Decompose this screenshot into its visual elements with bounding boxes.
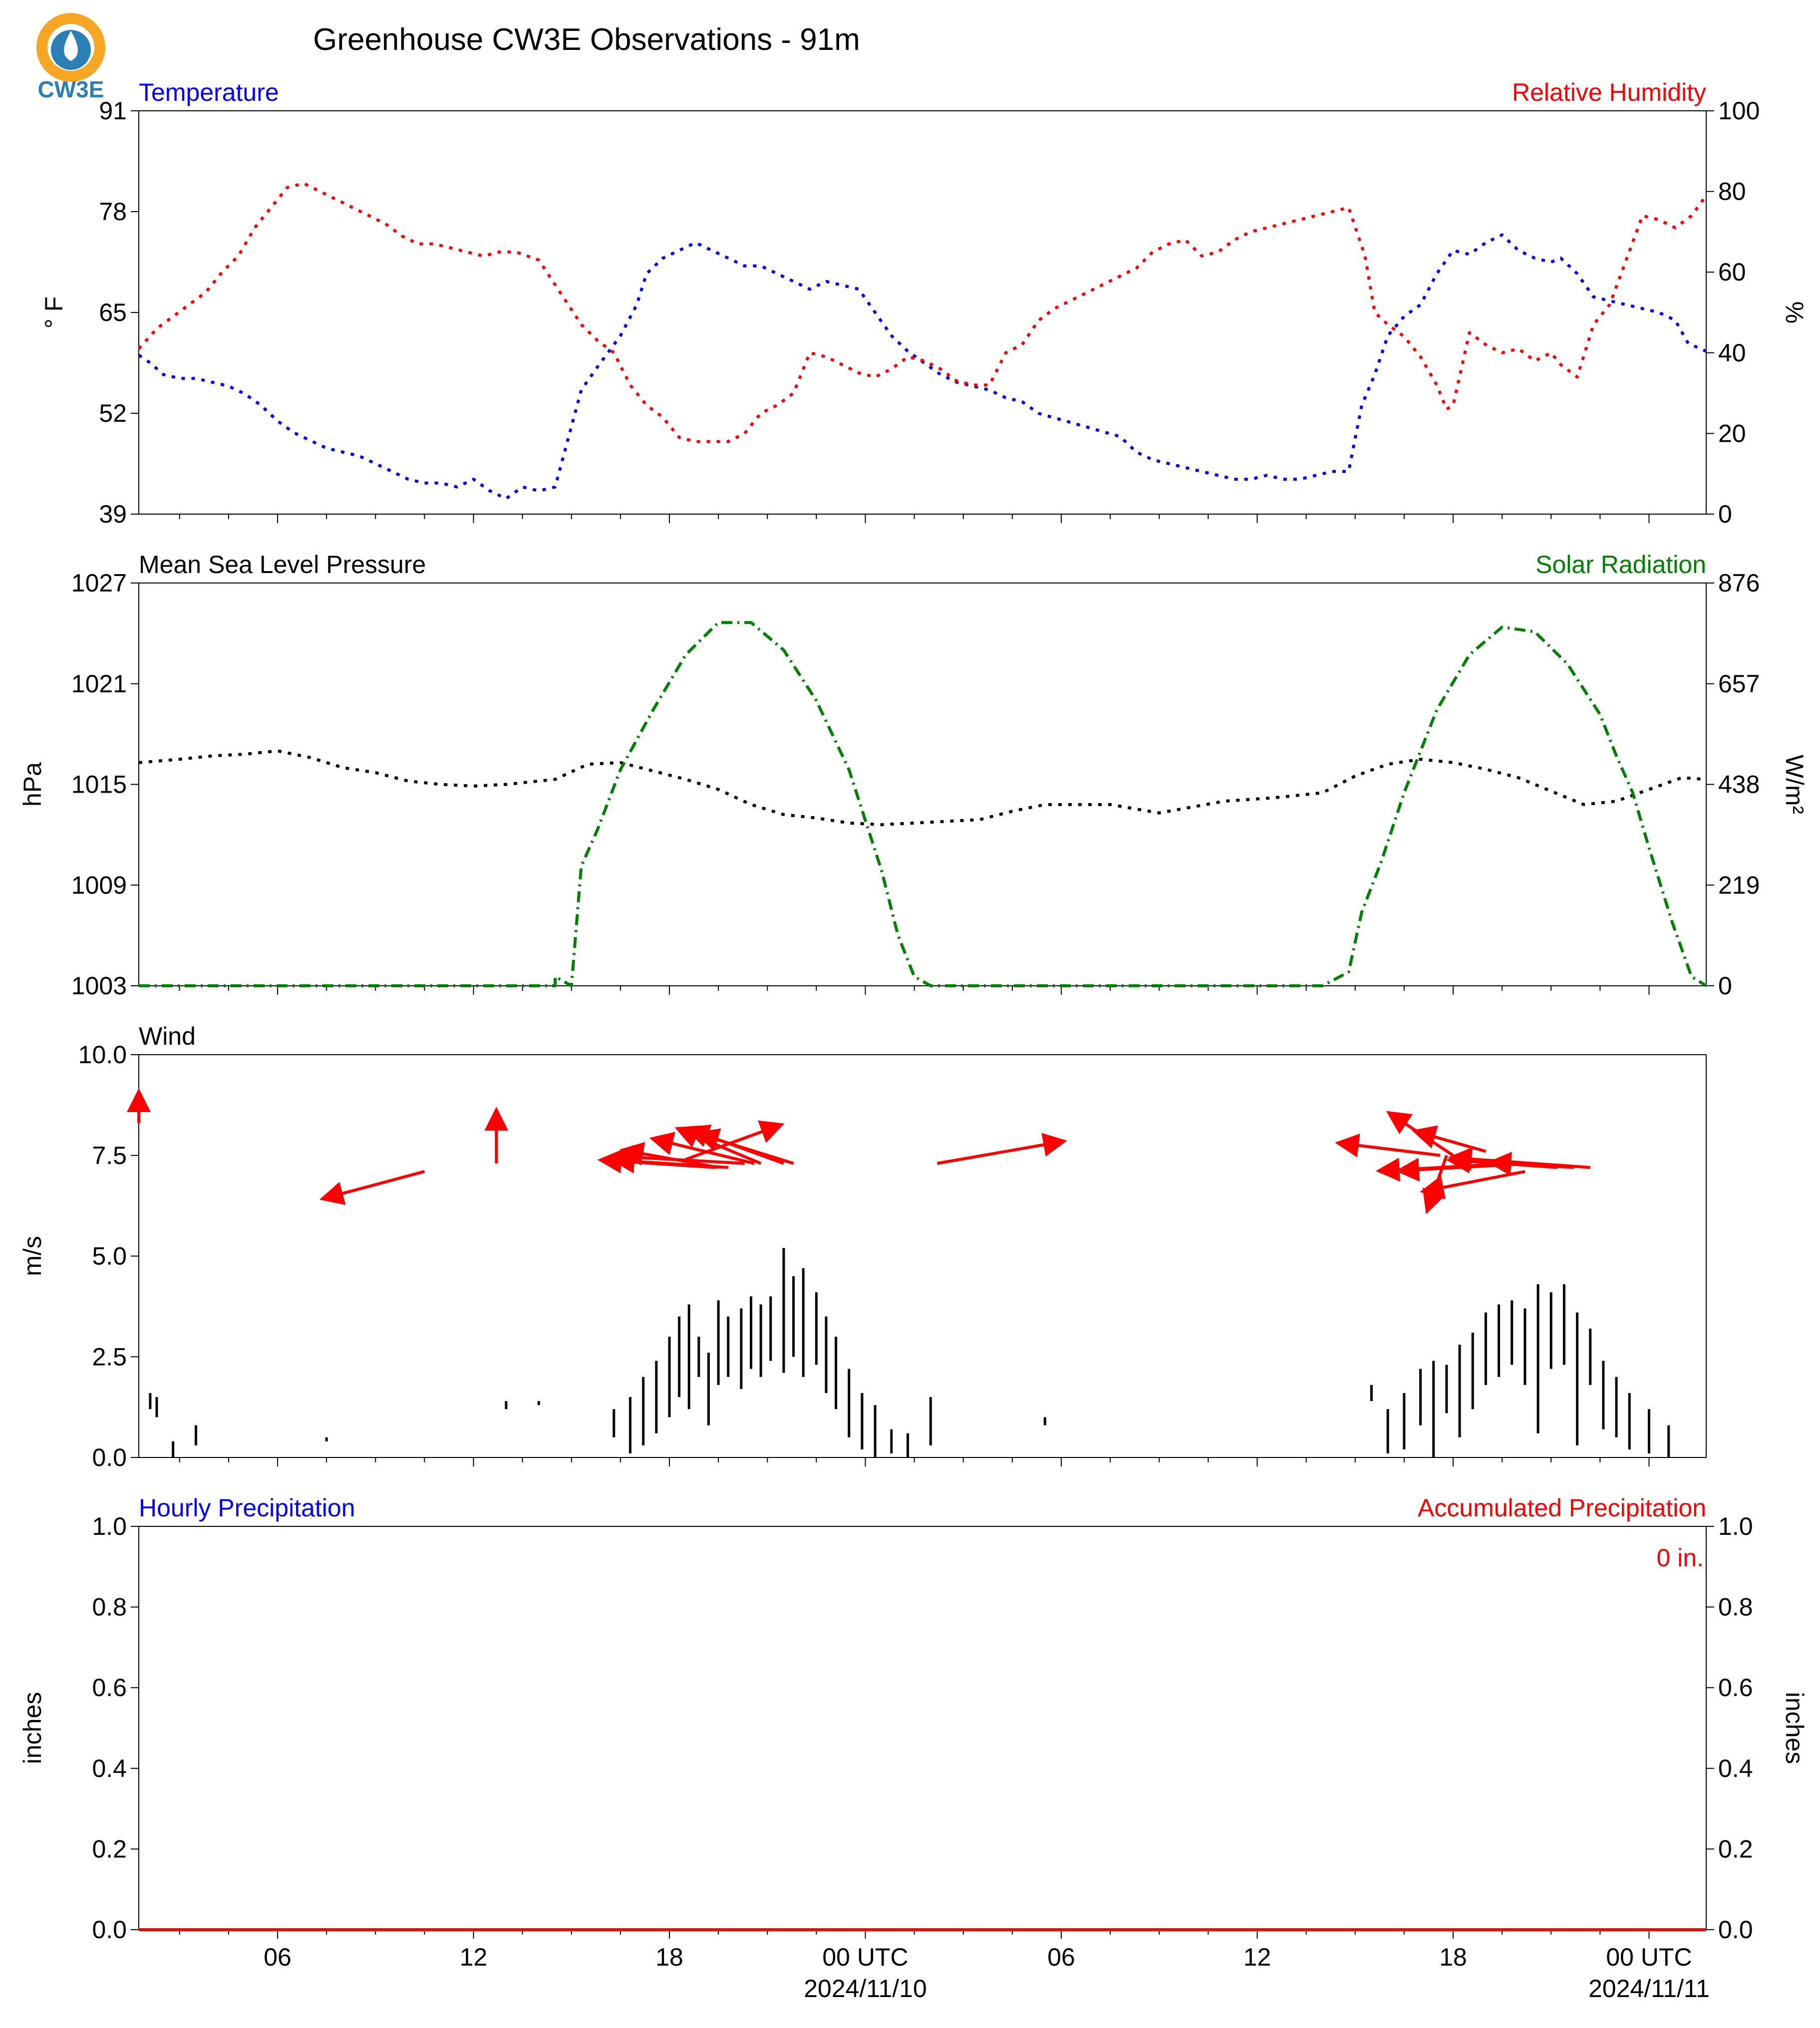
y-tick-label-right: 0 (1718, 500, 1732, 528)
y-axis-label-right: % (1781, 301, 1809, 323)
panel-1: Temperature Relative Humidity 39 52 65 78 91 ° … (40, 78, 1809, 528)
series-line (137, 182, 1708, 443)
series-line (138, 233, 1707, 500)
y-tick-label-right: 0.6 (1718, 1674, 1753, 1702)
y-tick-label-left: 2.5 (92, 1343, 127, 1371)
y-tick-label-left: 65 (99, 298, 127, 326)
y-tick-label-left: 0.6 (92, 1674, 127, 1702)
y-tick-label-right: 0.8 (1718, 1593, 1753, 1621)
y-axis-label-left: inches (18, 1692, 46, 1764)
y-tick-label-left: 1027 (71, 569, 127, 597)
y-tick-label-left: 1015 (71, 771, 127, 799)
panel-2: Mean Sea Level Pressure Solar Radiation 10… (18, 551, 1809, 1000)
x-date-label: 2024/11/10 (804, 1975, 927, 2003)
panel-left-title: Wind (139, 1022, 196, 1050)
wind-direction-arrow (936, 1133, 1067, 1165)
wind-direction-arrow (1412, 1125, 1487, 1153)
wind-direction-arrow (685, 1120, 785, 1161)
y-tick-label-left: 1021 (71, 670, 127, 698)
y-tick-label-right: 0.0 (1718, 1916, 1753, 1944)
y-tick-label-left: 0.8 (92, 1593, 127, 1621)
y-axis-label-left: m/s (18, 1236, 46, 1276)
logo-ring (36, 13, 105, 82)
wind-direction-arrow (649, 1132, 755, 1165)
y-tick-label-right: 0 (1718, 972, 1732, 1000)
panel-right-title: Accumulated Precipitation (1418, 1494, 1706, 1522)
y-tick-label-left: 91 (99, 97, 127, 125)
x-tick-label: 18 (1439, 1943, 1467, 1971)
y-tick-label-left: 39 (99, 500, 127, 528)
wind-direction-arrow (619, 1142, 719, 1169)
y-tick-label-left: 0.0 (92, 1444, 127, 1471)
y-tick-label-left: 78 (99, 198, 127, 226)
y-tick-label-left: 0.2 (92, 1835, 127, 1863)
y-axis-label-right: W/m² (1781, 755, 1809, 814)
series-line (139, 621, 1707, 987)
y-tick-label-right: 1.0 (1718, 1512, 1753, 1540)
y-tick-label-left: 0.4 (92, 1754, 127, 1782)
water-drop-icon (64, 31, 78, 61)
y-tick-label-right: 20 (1718, 419, 1746, 447)
x-tick-label: 12 (460, 1943, 488, 1971)
wind-direction-arrow (1487, 1152, 1574, 1176)
panel-4: Hourly Precipitation Accumulated Precipit… (18, 1494, 1809, 2003)
wind-direction-arrow (1386, 1111, 1454, 1157)
y-tick-label-left: 52 (99, 399, 127, 427)
y-tick-label-left: 1003 (71, 972, 127, 1000)
y-tick-label-right: 0.2 (1718, 1835, 1753, 1863)
y-tick-label-left: 7.5 (92, 1142, 127, 1169)
y-axis-label-right: inches (1781, 1692, 1809, 1764)
panel-left-title: Mean Sea Level Pressure (139, 551, 426, 579)
y-tick-label-right: 876 (1718, 569, 1760, 597)
y-axis-label-left: hPa (18, 762, 46, 807)
y-tick-label-left: 10.0 (78, 1041, 127, 1069)
panels: Temperature Relative Humidity 39 52 65 78 91 ° … (18, 78, 1809, 2003)
x-tick-label: 06 (1047, 1943, 1075, 1971)
series-line (138, 749, 1707, 827)
y-tick-label-right: 60 (1718, 258, 1746, 286)
y-tick-label-right: 657 (1718, 670, 1760, 698)
panel-right-title: Solar Radiation (1535, 551, 1706, 579)
y-tick-label-left: 5.0 (92, 1242, 127, 1270)
panel-left-title: Temperature (139, 78, 279, 106)
y-tick-label-right: 0.4 (1718, 1754, 1753, 1782)
y-tick-label-right: 100 (1718, 97, 1760, 125)
x-tick-label: 00 UTC (822, 1943, 908, 1971)
chart-title: Greenhouse CW3E Observations - 91m (313, 22, 860, 57)
y-tick-label-right: 80 (1718, 178, 1746, 206)
y-axis-label-left: ° F (40, 296, 68, 328)
panel-3: Wind 0.0 2.5 5.0 7.5 10.0 m/s (18, 1022, 1707, 1471)
panel-left-title: Hourly Precipitation (139, 1494, 355, 1522)
y-tick-label-right: 40 (1718, 339, 1746, 367)
wind-direction-arrow (1335, 1134, 1441, 1158)
panel-right-title: Relative Humidity (1512, 78, 1706, 106)
y-tick-label-right: 438 (1718, 771, 1760, 799)
logo-text: CW3E (38, 76, 104, 102)
x-tick-label: 06 (264, 1943, 292, 1971)
wind-direction-arrow (319, 1170, 425, 1205)
x-tick-label: 18 (655, 1943, 683, 1971)
y-tick-label-left: 1.0 (92, 1512, 127, 1540)
wind-direction-arrow (694, 1128, 794, 1165)
y-tick-label-left: 0.0 (92, 1916, 127, 1944)
accumulated-total-label: 0 in. (1656, 1544, 1704, 1572)
y-tick-label-left: 1009 (71, 871, 127, 899)
cw3e-logo: CW3E (36, 13, 105, 102)
x-tick-label: 00 UTC (1606, 1943, 1692, 1971)
x-tick-label: 12 (1243, 1943, 1271, 1971)
y-tick-label-right: 219 (1718, 871, 1760, 899)
x-date-label: 2024/11/11 (1588, 1975, 1710, 2003)
